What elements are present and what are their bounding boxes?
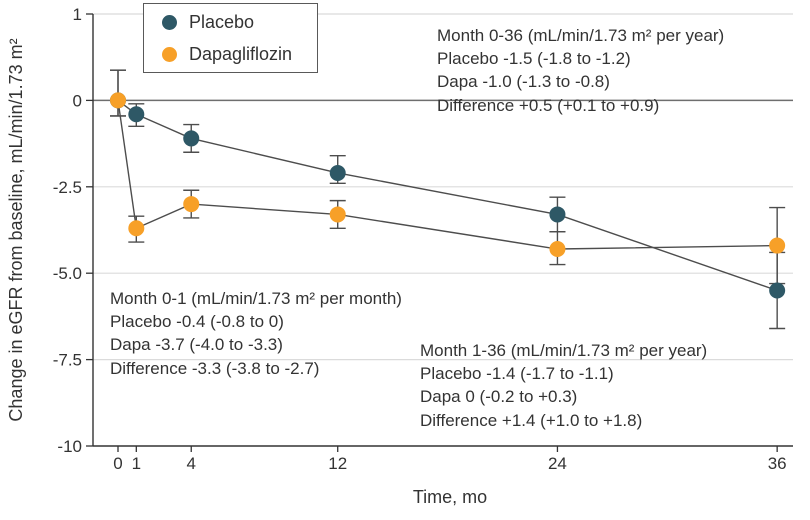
y-tick-label--2.5: -2.5 <box>53 178 82 197</box>
data-point-dapagliflozin-36 <box>769 237 786 254</box>
axes <box>92 14 793 447</box>
annotation-line: Month 1-36 (mL/min/1.73 m² per year) <box>420 341 708 360</box>
x-tick-label-24: 24 <box>548 454 567 473</box>
data-point-dapagliflozin-4 <box>183 196 200 213</box>
data-point-dapagliflozin-1 <box>128 220 145 237</box>
annotation-line: Placebo -1.5 (-1.8 to -1.2) <box>437 49 631 69</box>
data-point-placebo-12 <box>329 164 346 181</box>
legend-label-placebo: Placebo <box>189 11 255 32</box>
annotation-month-1-36: Month 1-36 (mL/min/1.73 m² per year) Pla… <box>420 339 707 432</box>
x-tick-label-0: 0 <box>113 454 122 473</box>
legend-label-dapagliflozin: Dapagliflozin <box>189 43 293 64</box>
x-axis-title: Time, mo <box>412 487 488 507</box>
axis-ticks-and-labels: 10-2.5-5.0-7.5-100 1 4 12 24 36 <box>53 5 787 473</box>
annotation-line: Month 0-1 (mL/min/1.73 m² per month) <box>110 289 402 308</box>
y-tick-label--5: -5.0 <box>53 264 82 283</box>
gridlines <box>93 13 793 361</box>
y-axis-title: Change in eGFR from baseline, mL/min/1.7… <box>6 38 26 421</box>
x-tick-label-12: 12 <box>328 454 347 473</box>
series-lines <box>117 99 778 292</box>
annotation-month-0-36: Month 0-36 (mL/min/1.73 m² per year) Pla… <box>437 24 724 117</box>
y-tick-label-1: 1 <box>73 5 82 24</box>
legend-item-placebo: Placebo <box>162 9 317 36</box>
annotation-line: Difference +0.5 (+0.1 to +0.9) <box>437 95 660 115</box>
data-point-placebo-36 <box>769 282 786 299</box>
annotation-line: Placebo -0.4 (-0.8 to 0) <box>110 312 284 332</box>
data-point-markers <box>110 92 786 299</box>
data-point-placebo-1 <box>128 106 145 123</box>
y-tick-label--10: -10 <box>57 437 82 456</box>
annotation-line: Difference -3.3 (-3.8 to -2.7) <box>110 358 320 378</box>
data-point-dapagliflozin-24 <box>549 241 566 258</box>
annotation-month-0-1: Month 0-1 (mL/min/1.73 m² per month) Pla… <box>110 287 402 380</box>
annotation-line: Dapa 0 (-0.2 to +0.3) <box>420 387 578 407</box>
legend: Placebo Dapagliflozin <box>143 3 318 73</box>
x-tick-label-4: 4 <box>187 454 196 473</box>
annotation-line: Placebo -1.4 (-1.7 to -1.1) <box>420 364 614 384</box>
y-tick-label-0: 0 <box>73 91 82 110</box>
data-point-placebo-4 <box>183 130 200 147</box>
series-line-dapagliflozin <box>117 100 778 250</box>
y-tick-label--7.5: -7.5 <box>53 351 82 370</box>
data-point-placebo-24 <box>549 206 566 223</box>
data-point-dapagliflozin-12 <box>329 206 346 223</box>
x-tick-label-1: 1 <box>132 454 141 473</box>
dapagliflozin-dot-icon <box>162 46 177 62</box>
x-tick-label-36: 36 <box>768 454 787 473</box>
data-point-dapagliflozin-0 <box>110 92 126 109</box>
annotation-line: Difference +1.4 (+1.0 to +1.8) <box>420 410 643 430</box>
placebo-dot-icon <box>162 14 177 30</box>
series-line-placebo <box>117 99 778 292</box>
legend-item-dapagliflozin: Dapagliflozin <box>162 41 317 68</box>
annotation-line: Dapa -3.7 (-4.0 to -3.3) <box>110 335 283 355</box>
annotation-line: Month 0-36 (mL/min/1.73 m² per year) <box>437 26 725 45</box>
annotation-line: Dapa -1.0 (-1.3 to -0.8) <box>437 72 610 92</box>
